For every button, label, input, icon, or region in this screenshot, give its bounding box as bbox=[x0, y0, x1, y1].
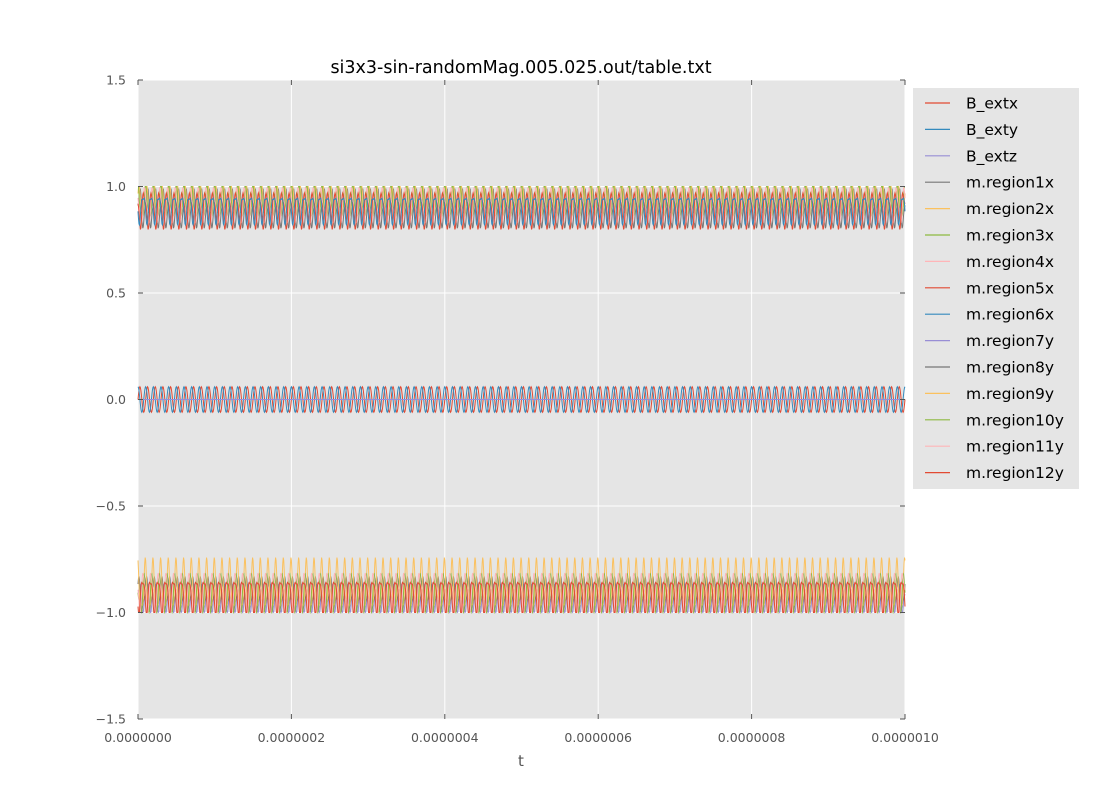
x-tick-label: 0.0000008 bbox=[718, 730, 786, 745]
legend-box bbox=[913, 88, 1079, 489]
legend-label: B_extz bbox=[966, 147, 1017, 166]
legend-label: B_extx bbox=[966, 95, 1018, 114]
series-line-b_exty bbox=[137, 385, 906, 414]
legend-label: m.region5x bbox=[966, 279, 1054, 297]
x-tick-label: 0.0000002 bbox=[258, 730, 326, 745]
y-tick-label: −1.0 bbox=[96, 605, 126, 620]
series-line-m-region12y bbox=[137, 581, 906, 613]
axis-ticks: 0.0000000 0.0000002 0.0000004 0.0000006 0.00… bbox=[96, 73, 939, 746]
legend-label: m.region11y bbox=[966, 438, 1064, 456]
legend-label: m.region4x bbox=[966, 253, 1054, 271]
y-tick-label: 1.0 bbox=[106, 179, 126, 194]
legend-label: B_exty bbox=[966, 121, 1018, 140]
y-tick-label: 0.0 bbox=[106, 392, 126, 407]
legend-label: m.region1x bbox=[966, 174, 1054, 192]
legend-label: m.region6x bbox=[966, 306, 1054, 324]
legend: B_extx B_exty B_extz m.region1x m.region2x m.… bbox=[913, 88, 1079, 489]
legend-label: m.region12y bbox=[966, 464, 1064, 482]
legend-label: m.region3x bbox=[966, 227, 1054, 245]
series-line-m-region5x bbox=[137, 191, 906, 230]
series-line-m-region11y bbox=[137, 572, 906, 614]
legend-label: m.region10y bbox=[966, 411, 1064, 429]
x-tick-label: 0.0000000 bbox=[104, 730, 172, 745]
y-tick-label: 0.5 bbox=[106, 286, 126, 301]
y-tick-label: 1.5 bbox=[106, 73, 126, 88]
legend-label: m.region2x bbox=[966, 200, 1054, 218]
series-line-m-region6x bbox=[137, 197, 906, 227]
x-tick-label: 0.0000006 bbox=[564, 730, 632, 745]
y-tick-label: −1.5 bbox=[96, 712, 126, 727]
x-tick-label: 0.0000004 bbox=[411, 730, 479, 745]
chart-title: si3x3-sin-randomMag.005.025.out/table.tx… bbox=[330, 58, 711, 78]
legend-label: m.region8y bbox=[966, 359, 1054, 377]
x-tick-label: 0.0000010 bbox=[871, 730, 939, 745]
series-lines bbox=[137, 186, 906, 615]
legend-label: m.region7y bbox=[966, 332, 1054, 350]
legend-label: m.region9y bbox=[966, 385, 1054, 403]
y-tick-label: −0.5 bbox=[96, 499, 126, 514]
x-axis-label: t bbox=[518, 752, 524, 770]
